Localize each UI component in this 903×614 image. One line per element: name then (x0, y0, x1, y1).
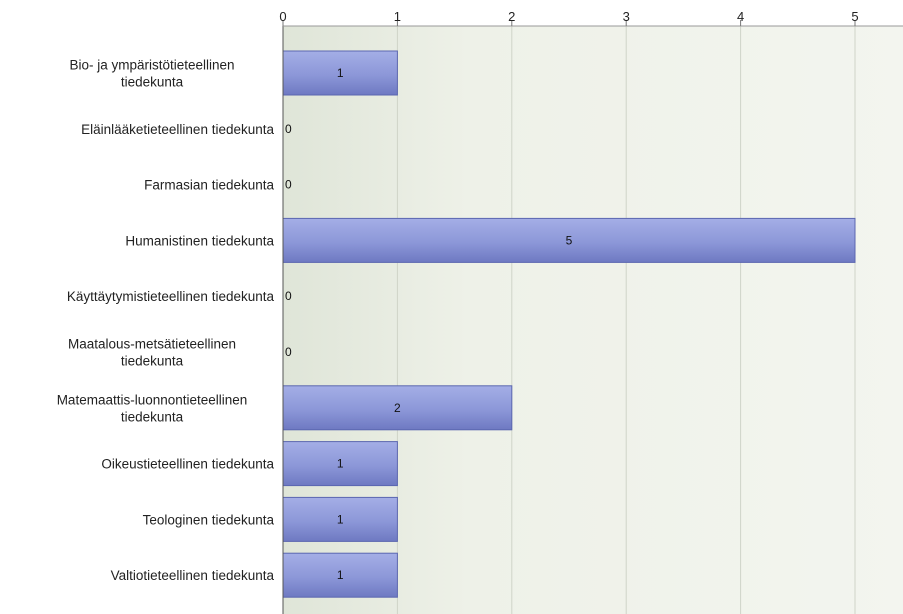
x-tick-label: 4 (737, 9, 744, 24)
bar-value-label: 0 (285, 122, 292, 136)
bar-value-label: 1 (337, 66, 344, 80)
bar-value-label: 2 (394, 401, 401, 415)
category-label: tiedekunta (121, 409, 184, 424)
category-label: Eläinlääketieteellinen tiedekunta (81, 122, 274, 137)
x-tick-label: 0 (279, 9, 286, 24)
bar (282, 441, 398, 487)
bar-value-label: 0 (285, 178, 292, 192)
x-tick-label: 1 (394, 9, 401, 24)
category-label: Bio- ja ympäristötieteellinen (69, 58, 234, 73)
bar (282, 385, 513, 431)
bar-value-label: 1 (337, 512, 344, 526)
category-label: Farmasian tiedekunta (144, 178, 274, 193)
bar-value-label: 5 (566, 233, 573, 247)
category-label: tiedekunta (121, 75, 184, 90)
bar-value-label: 1 (337, 568, 344, 582)
category-label: Käyttäytymistieteellinen tiedekunta (67, 289, 275, 304)
bar-value-label: 0 (285, 289, 292, 303)
x-tick-label: 5 (851, 9, 858, 24)
bar-value-label: 0 (285, 345, 292, 359)
bar (282, 217, 856, 263)
bar-value-label: 1 (337, 457, 344, 471)
category-label: Humanistinen tiedekunta (125, 233, 274, 248)
category-label: Teologinen tiedekunta (143, 512, 275, 527)
category-label: Matemaattis-luonnontieteellinen (57, 392, 248, 407)
x-tick-label: 2 (508, 9, 515, 24)
category-label: Oikeustieteellinen tiedekunta (101, 457, 274, 472)
category-labels: 1 Bio- ja ympäristötieteellinen tiedekunta… (57, 58, 573, 584)
category-label: tiedekunta (121, 354, 184, 369)
bars (282, 50, 856, 598)
category-label: Maatalous-metsätieteellinen (68, 337, 236, 352)
x-axis-ticks: 0 1 2 3 4 5 (279, 9, 859, 26)
category-label: Valtiotieteellinen tiedekunta (111, 568, 275, 583)
x-tick-label: 3 (623, 9, 630, 24)
bar (282, 552, 398, 598)
bar (282, 496, 398, 542)
